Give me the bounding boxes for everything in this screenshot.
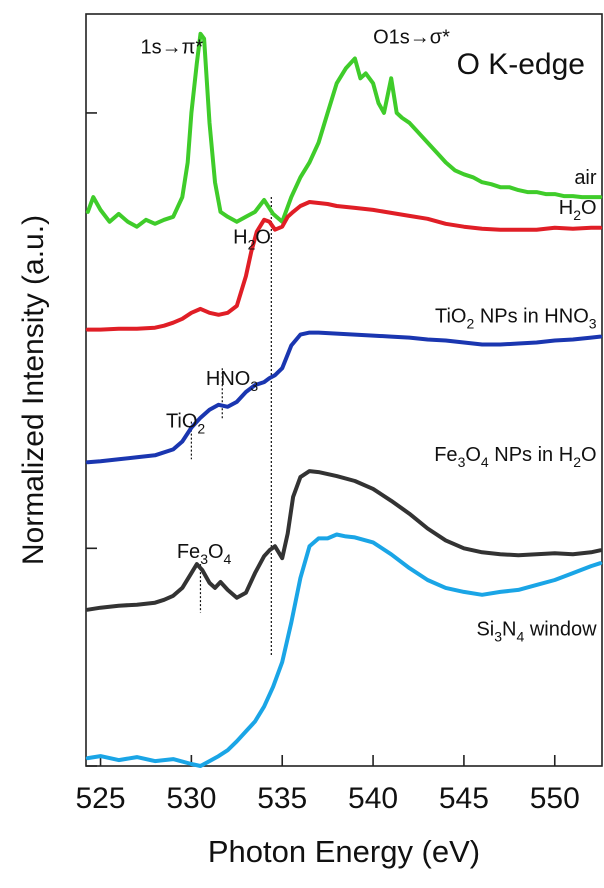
annotation-h2o_peak: H2​O	[233, 227, 271, 253]
plot-frame	[85, 13, 603, 767]
annotation-pi: 1s→π*	[141, 37, 204, 59]
series-label-h2o: H2​O	[559, 197, 597, 223]
x-tick-label: 545	[439, 782, 489, 815]
series-line-tio2	[85, 330, 603, 465]
annotation-sigma: O1s→σ*	[373, 27, 450, 49]
annotation-tio2_peak: TiO2​	[166, 411, 205, 437]
series-label-air: air	[574, 167, 597, 189]
annotation-fe3o4_peak: Fe3​O4​	[177, 541, 232, 567]
series-line-air	[85, 31, 603, 229]
annotation-hno3: HNO3​	[206, 368, 258, 394]
x-tick-label: 540	[348, 782, 398, 815]
series-line-h2o	[85, 200, 603, 332]
series-label-si3n4: Si3​N4​ window	[476, 618, 597, 644]
x-tick-label: 535	[257, 782, 307, 815]
x-axis-label: Photon Energy (eV)	[208, 834, 480, 869]
series-line-si3n4	[85, 532, 603, 768]
x-tick-label: 550	[530, 782, 580, 815]
y-axis-label: Normalized Intensity (a.u.)	[17, 215, 50, 565]
x-tick-label: 530	[166, 782, 216, 815]
series-line-fe3o4	[85, 469, 603, 612]
x-tick-label: 525	[76, 782, 126, 815]
chart-title: O K-edge	[457, 48, 585, 81]
series-label-fe3o4: Fe3​O4​ NPs in H2​O	[434, 444, 596, 470]
series-label-tio2: TiO2​ NPs in HNO3​	[435, 306, 597, 332]
